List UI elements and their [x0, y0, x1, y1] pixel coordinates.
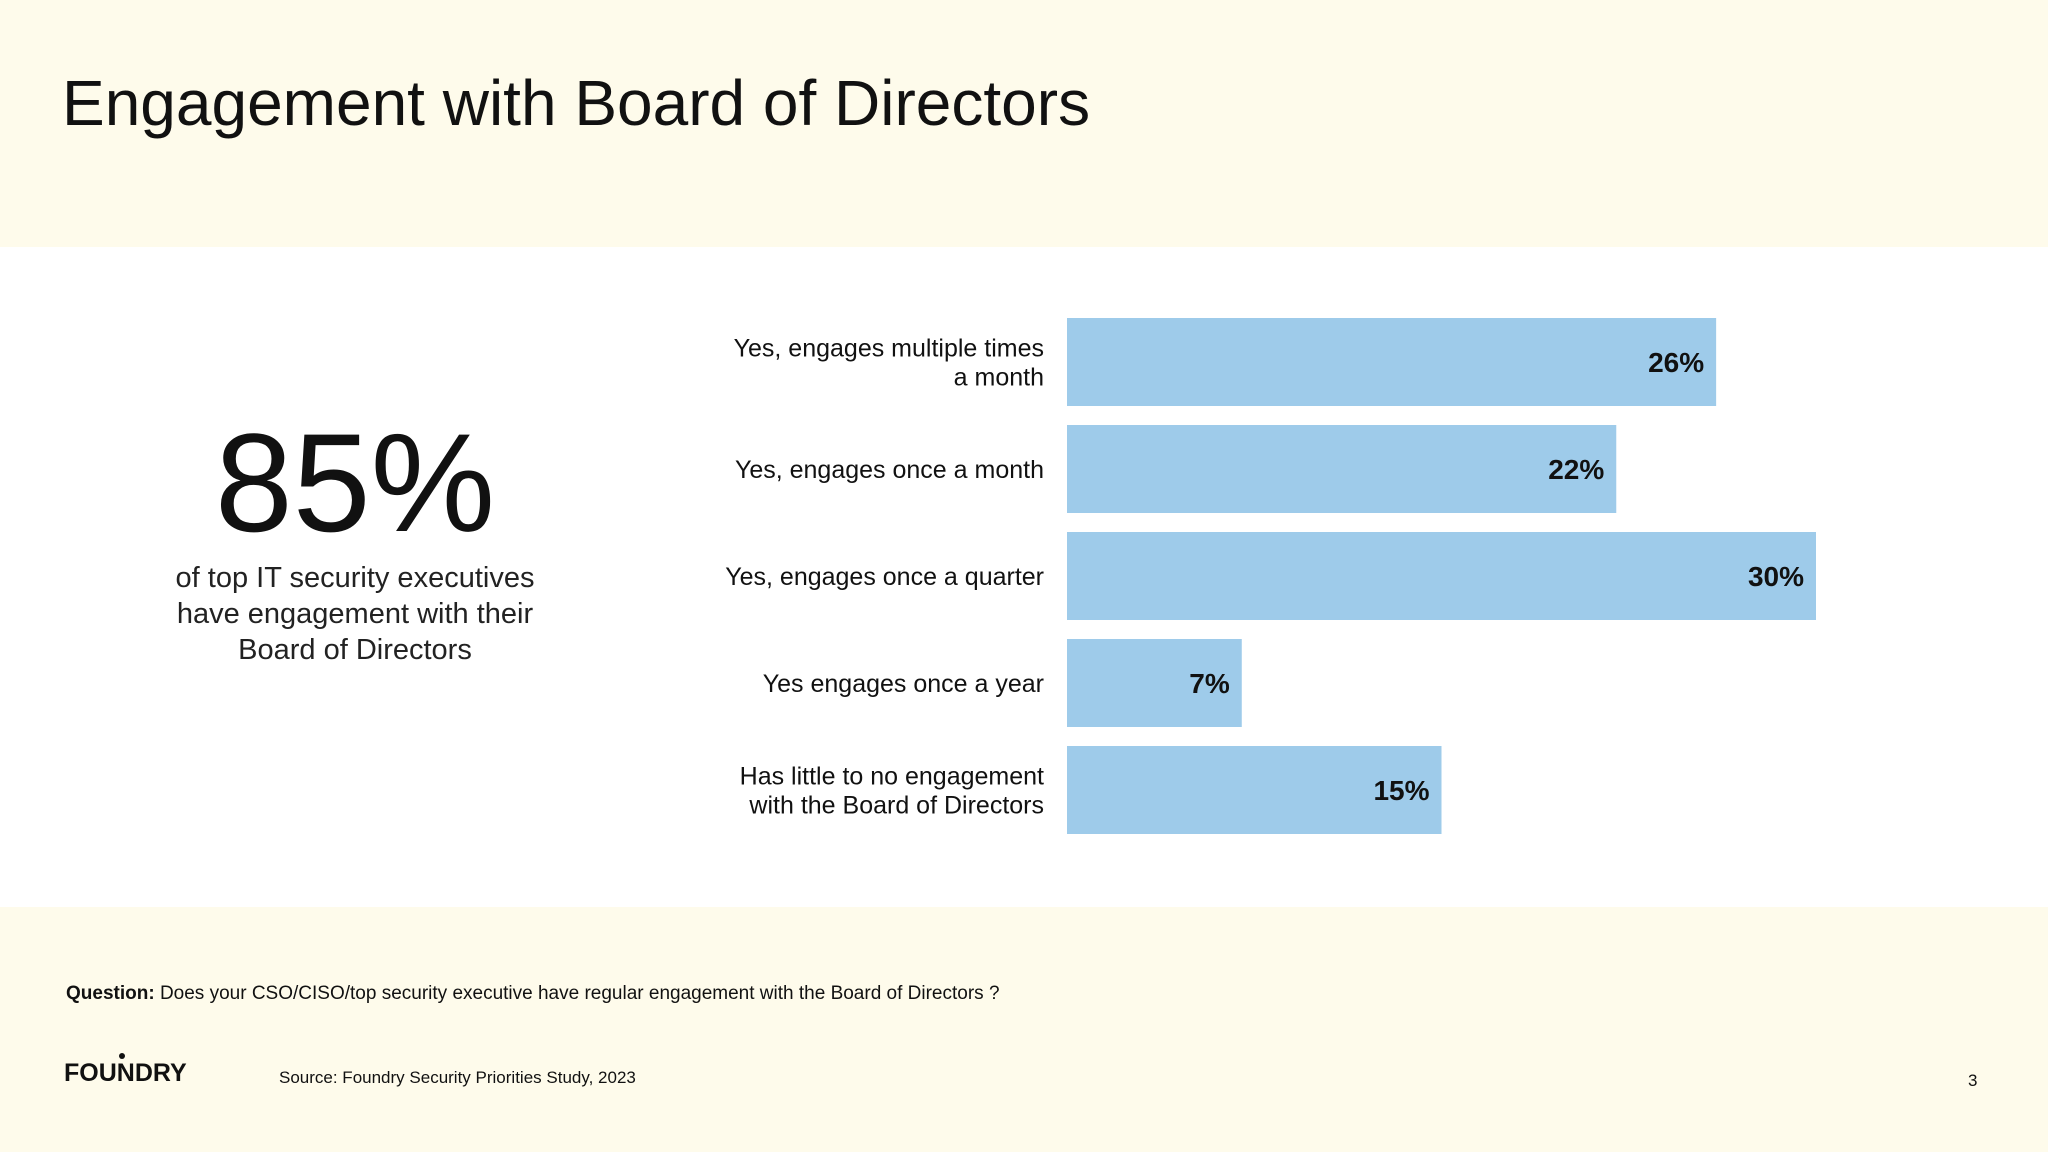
logo-dot-icon	[119, 1053, 125, 1059]
bar-1	[1067, 318, 1717, 406]
bar-3	[1067, 532, 1816, 620]
stat-caption-line: of top IT security executives	[175, 562, 535, 594]
source-note: Source: Foundry Security Priorities Stud…	[279, 1068, 636, 1087]
value-label-5: 15%	[1373, 775, 1429, 806]
category-label-1: a month	[954, 364, 1044, 392]
value-label-3: 30%	[1748, 561, 1804, 592]
category-label-3: Yes, engages once a quarter	[725, 563, 1044, 591]
value-label-1: 26%	[1648, 347, 1704, 378]
category-label-2: Yes, engages once a month	[735, 456, 1044, 484]
slide-title: Engagement with Board of Directors	[62, 67, 1091, 139]
bar-5	[1067, 746, 1442, 834]
category-label-1: Yes, engages multiple times	[734, 335, 1044, 363]
question-text: Does your CSO/CISO/top security executiv…	[154, 983, 1000, 1004]
category-label-5: with the Board of Directors	[748, 792, 1044, 820]
value-label-4: 7%	[1189, 668, 1230, 699]
bar-4	[1067, 639, 1242, 727]
page-number: 3	[1968, 1071, 1978, 1090]
category-label-5: Has little to no engagement	[740, 763, 1044, 791]
headline-stat: 85% of top IT security executives have e…	[120, 408, 590, 668]
footer-band	[0, 907, 2048, 1152]
header-band	[0, 0, 2048, 247]
stat-caption-line: have engagement with their	[176, 598, 534, 630]
stat-value: 85%	[214, 404, 496, 561]
stat-caption-line: Board of Directors	[238, 634, 472, 666]
question-label: Question:	[66, 983, 155, 1004]
question-note: Question: Does your CSO/CISO/top securit…	[66, 983, 1000, 1005]
logo-text: FOUNDRY	[64, 1059, 187, 1087]
category-label-4: Yes engages once a year	[763, 670, 1044, 698]
foundry-logo: FOUNDRY	[64, 1053, 187, 1088]
bar-2	[1067, 425, 1617, 513]
value-label-2: 22%	[1548, 454, 1604, 485]
stat-caption: of top IT security executives have engag…	[120, 560, 590, 668]
